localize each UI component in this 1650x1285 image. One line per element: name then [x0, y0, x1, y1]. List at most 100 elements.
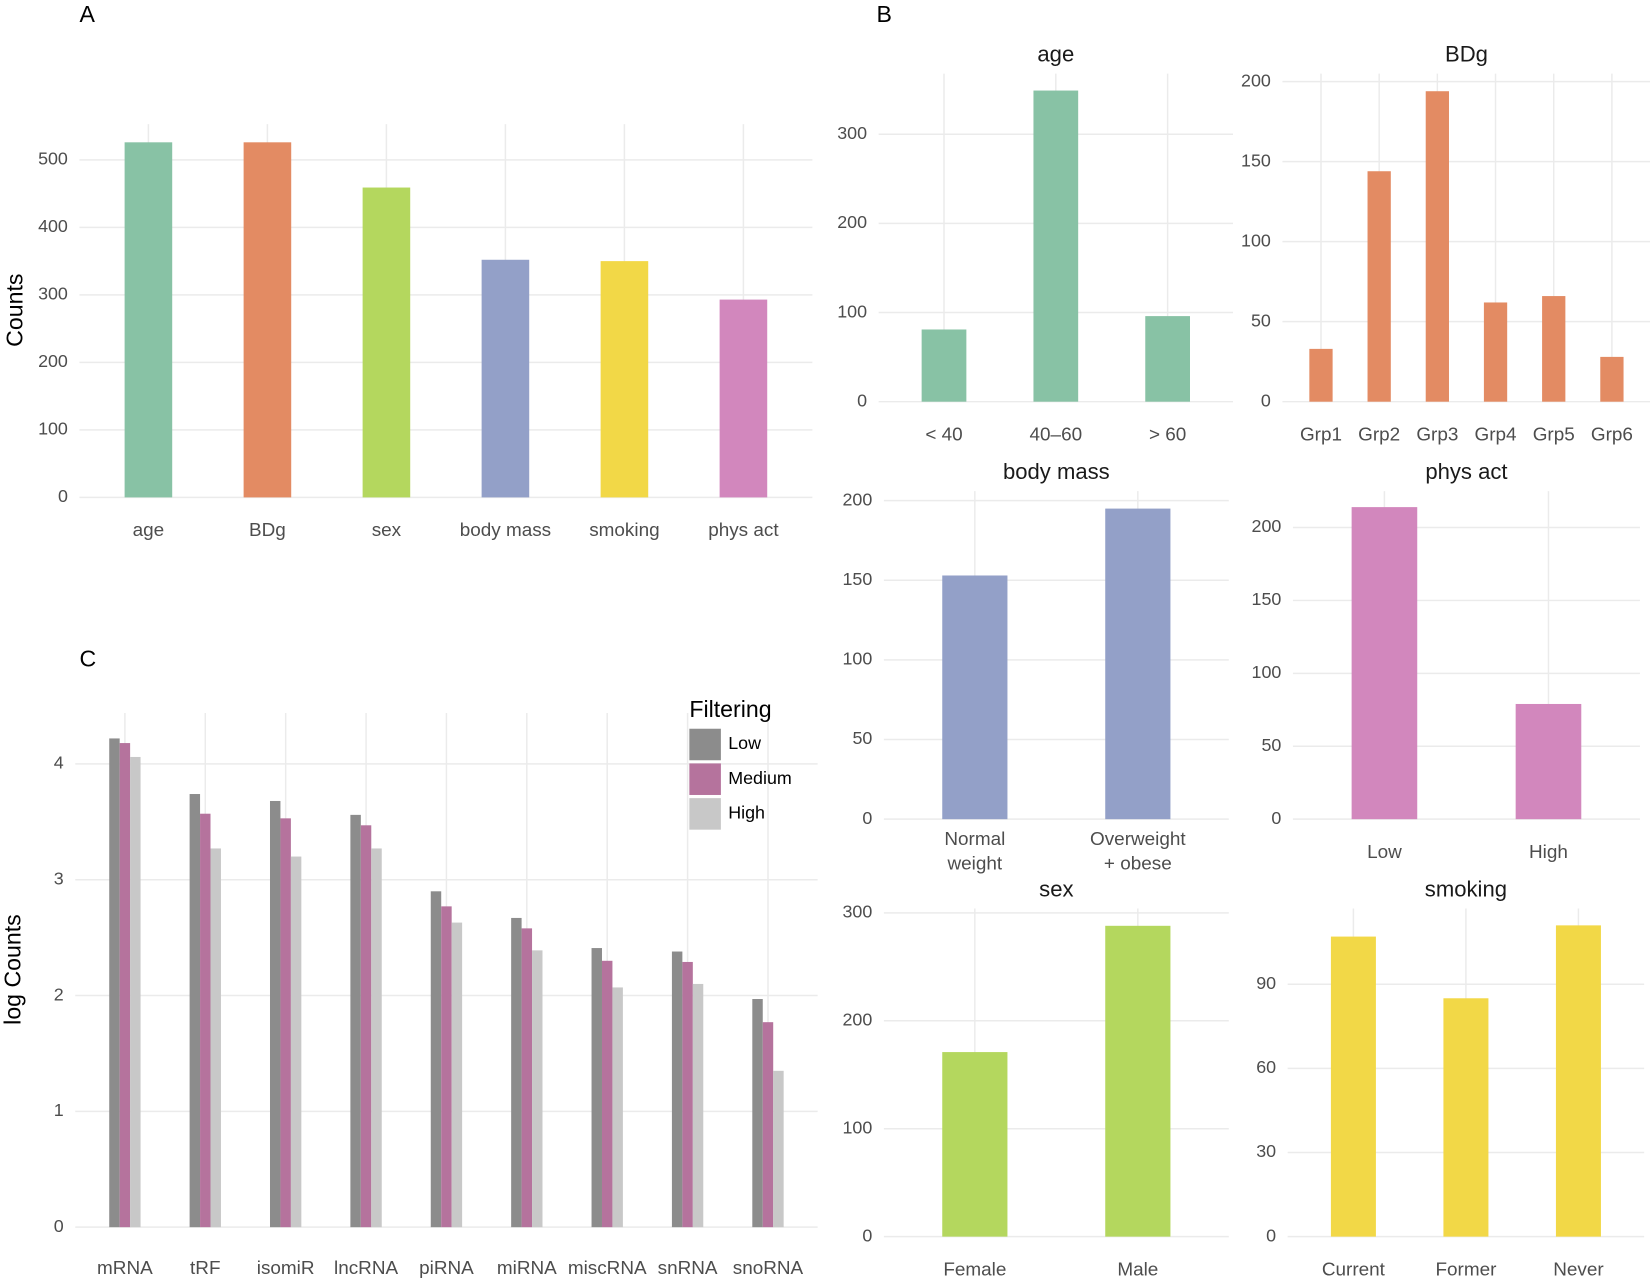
- y-tick-label: 0: [58, 486, 68, 506]
- y-tick-label: 60: [1256, 1057, 1276, 1077]
- y-tick-label: 200: [837, 212, 867, 232]
- x-tick-label: Grp3: [1416, 424, 1458, 445]
- x-tick-label: age: [133, 520, 165, 541]
- y-tick-label: 100: [843, 1117, 873, 1137]
- x-tick-label: Normal weight: [944, 829, 1005, 874]
- x-tick-label: Low: [1367, 842, 1402, 863]
- y-tick-label: 0: [1271, 808, 1281, 828]
- chart-title: phys act: [1425, 459, 1507, 484]
- bar: [109, 738, 120, 1228]
- x-tick-label: phys act: [708, 520, 779, 541]
- y-tick-label: 200: [38, 351, 68, 371]
- bar: [521, 928, 533, 1228]
- x-tick-label: Never: [1553, 1259, 1603, 1280]
- x-tick-label: miRNA: [497, 1258, 557, 1279]
- x-tick-label: Overweight + obese: [1090, 829, 1186, 874]
- y-tick-label: 1: [54, 1100, 64, 1120]
- chart-title: BDg: [1445, 42, 1488, 67]
- x-tick-label: Current: [1322, 1259, 1386, 1280]
- panel-label: B: [877, 1, 892, 27]
- chart-title: sex: [1039, 876, 1073, 901]
- bar: [1145, 316, 1190, 402]
- y-tick-label: 150: [1241, 150, 1271, 170]
- y-tick-label: 150: [1252, 589, 1282, 609]
- bar: [280, 818, 291, 1228]
- y-tick-label: 100: [843, 649, 873, 669]
- x-tick-label: Male: [1117, 1259, 1158, 1280]
- legend-title: Filtering: [689, 696, 771, 722]
- y-tick-label: 100: [837, 301, 867, 321]
- bar: [921, 329, 967, 402]
- x-tick-label: Grp1: [1300, 424, 1342, 445]
- y-tick-label: 200: [843, 489, 873, 509]
- y-tick-label: 3: [54, 868, 64, 888]
- bar: [1330, 936, 1376, 1237]
- y-tick-label: 2: [54, 984, 64, 1004]
- y-tick-label: 200: [1252, 516, 1282, 536]
- legend-label: Low: [728, 733, 761, 753]
- bar: [1367, 171, 1391, 402]
- bar: [1515, 703, 1582, 820]
- x-tick-label: body mass: [460, 520, 551, 541]
- x-tick-label: Former: [1435, 1259, 1496, 1280]
- x-tick-label: tRF: [190, 1258, 220, 1279]
- y-tick-label: 200: [1241, 70, 1271, 90]
- x-tick-label: Female: [943, 1259, 1006, 1280]
- bar: [682, 961, 693, 1228]
- bar: [430, 891, 442, 1228]
- bar: [269, 800, 281, 1228]
- x-tick-label: Grp6: [1591, 424, 1633, 445]
- bar: [210, 848, 221, 1228]
- bar: [371, 848, 382, 1228]
- panel-label: A: [79, 1, 95, 27]
- bar: [1600, 356, 1624, 402]
- y-tick-label: 0: [54, 1216, 64, 1236]
- chart-title: smoking: [1425, 876, 1507, 901]
- bar: [1033, 90, 1079, 402]
- bar: [451, 922, 463, 1228]
- y-tick-label: 0: [862, 808, 872, 828]
- bar: [752, 999, 763, 1228]
- y-axis-title: log Counts: [0, 914, 25, 1025]
- x-tick-label: lncRNA: [334, 1258, 398, 1279]
- y-tick-label: 300: [837, 123, 867, 143]
- y-axis-title: Counts: [1, 274, 27, 347]
- chart-title: body mass: [1003, 459, 1110, 484]
- y-tick-label: 90: [1256, 973, 1276, 993]
- bar: [1105, 508, 1171, 820]
- legend-swatch: [689, 728, 721, 761]
- bar: [1443, 998, 1489, 1237]
- bar: [942, 575, 1008, 820]
- y-tick-label: 4: [54, 753, 64, 773]
- x-tick-label: piRNA: [419, 1258, 474, 1279]
- bar: [360, 825, 372, 1228]
- y-tick-label: 0: [862, 1225, 872, 1245]
- bar: [1425, 91, 1449, 402]
- bar: [1105, 925, 1171, 1237]
- x-tick-label: > 60: [1149, 424, 1186, 445]
- y-tick-label: 300: [843, 902, 873, 922]
- bar: [130, 756, 141, 1228]
- x-tick-label: smoking: [589, 520, 659, 541]
- x-tick-label: Grp4: [1475, 424, 1517, 445]
- x-tick-label: sex: [372, 520, 402, 541]
- legend-label: Medium: [728, 768, 792, 788]
- y-tick-label: 0: [1261, 390, 1271, 410]
- y-tick-label: 50: [1261, 735, 1281, 755]
- bar: [119, 743, 131, 1228]
- bar: [189, 794, 201, 1228]
- bar: [124, 142, 173, 498]
- bar: [612, 987, 623, 1228]
- x-tick-label: Grp5: [1533, 424, 1575, 445]
- x-tick-label: snoRNA: [733, 1258, 804, 1279]
- bar: [600, 261, 649, 498]
- y-tick-label: 400: [38, 216, 68, 236]
- y-tick-label: 100: [38, 419, 68, 439]
- y-tick-label: 200: [843, 1010, 873, 1030]
- y-tick-label: 100: [1241, 230, 1271, 250]
- y-tick-label: 300: [38, 284, 68, 304]
- x-tick-label: miscRNA: [568, 1258, 647, 1279]
- bar: [1309, 348, 1333, 402]
- chart-title: age: [1037, 42, 1074, 67]
- bar: [511, 917, 522, 1228]
